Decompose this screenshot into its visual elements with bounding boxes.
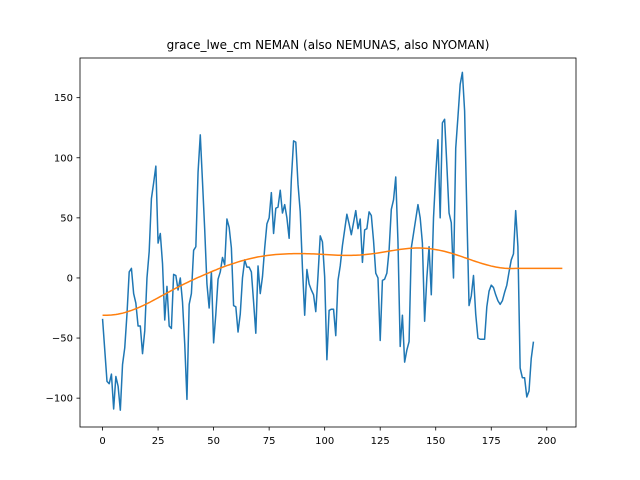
y-axis: −100 −50 0 50 100 150 [46, 93, 80, 405]
x-tick-label: 150 [426, 436, 445, 447]
x-tick-label: 75 [263, 436, 276, 447]
y-tick-label: −100 [46, 394, 73, 405]
x-tick-label: 200 [537, 436, 556, 447]
y-tick-label: 100 [54, 153, 73, 164]
series-line-2 [102, 247, 563, 316]
plot-frame [79, 57, 577, 428]
x-tick-label: 100 [315, 436, 334, 447]
x-tick-label: 0 [99, 436, 105, 447]
x-tick-label: 175 [482, 436, 501, 447]
series-line-1 [101, 71, 535, 411]
y-tick-label: −50 [52, 334, 73, 345]
y-tick-label: 50 [60, 213, 73, 224]
x-tick-label: 50 [207, 436, 220, 447]
y-tick-label: 150 [54, 93, 73, 104]
chart-title: grace_lwe_cm NEMAN (also NEMUNAS, also N… [167, 38, 490, 52]
x-tick-label: 25 [152, 436, 165, 447]
x-tick-label: 125 [371, 436, 390, 447]
plot-content [101, 71, 563, 411]
y-tick-label: 0 [67, 273, 73, 284]
x-axis: 0 25 50 75 100 125 150 175 200 [99, 427, 556, 447]
